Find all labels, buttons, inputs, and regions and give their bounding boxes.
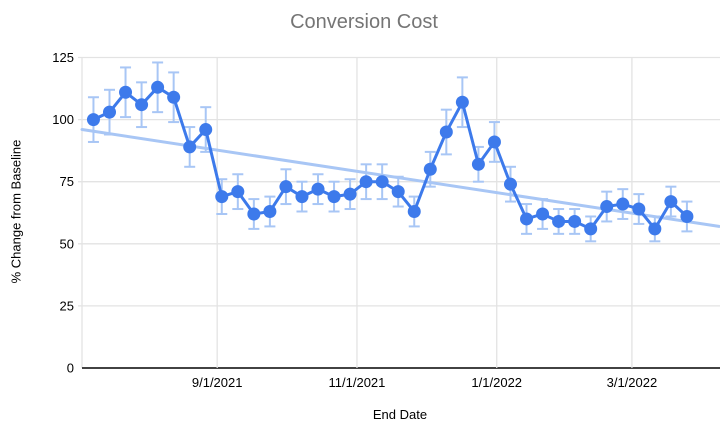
data-point[interactable] xyxy=(311,182,325,196)
data-point[interactable] xyxy=(183,140,197,154)
data-point[interactable] xyxy=(648,222,662,236)
data-point[interactable] xyxy=(167,90,181,104)
data-point[interactable] xyxy=(632,202,646,216)
data-point[interactable] xyxy=(455,95,469,109)
data-point[interactable] xyxy=(295,190,309,204)
data-point[interactable] xyxy=(552,214,566,228)
data-point[interactable] xyxy=(616,197,630,211)
data-point[interactable] xyxy=(279,180,293,194)
data-point[interactable] xyxy=(471,157,485,171)
data-point[interactable] xyxy=(343,187,357,201)
data-point[interactable] xyxy=(503,177,517,191)
data-point[interactable] xyxy=(680,209,694,223)
data-point[interactable] xyxy=(407,205,421,219)
x-axis-title: End Date xyxy=(372,407,428,422)
data-point[interactable] xyxy=(327,190,341,204)
data-point[interactable] xyxy=(664,195,678,209)
x-tick-label: 9/1/2021 xyxy=(192,375,243,390)
data-point[interactable] xyxy=(600,200,614,214)
data-point[interactable] xyxy=(536,207,550,221)
data-point[interactable] xyxy=(520,212,534,226)
x-tick-label: 11/1/2021 xyxy=(329,375,386,390)
trendline xyxy=(80,128,720,228)
chart-title: Conversion Cost xyxy=(290,11,438,33)
data-point[interactable] xyxy=(151,80,165,94)
data-point[interactable] xyxy=(423,162,437,176)
data-point[interactable] xyxy=(439,125,453,139)
data-point[interactable] xyxy=(199,123,213,137)
y-tick-label: 50 xyxy=(60,236,74,251)
y-tick-label: 25 xyxy=(60,298,74,313)
data-point[interactable] xyxy=(584,222,598,236)
data-point[interactable] xyxy=(487,135,501,149)
y-tick-label: 100 xyxy=(52,112,74,127)
y-tick-label: 75 xyxy=(60,174,74,189)
data-point[interactable] xyxy=(102,105,116,119)
y-tick-label: 125 xyxy=(52,50,74,65)
data-point[interactable] xyxy=(359,175,373,189)
data-point[interactable] xyxy=(135,98,149,112)
data-point[interactable] xyxy=(568,214,582,228)
data-point[interactable] xyxy=(86,113,100,127)
data-point[interactable] xyxy=(391,185,405,199)
x-tick-label: 3/1/2022 xyxy=(607,375,658,390)
x-tick-label: 1/1/2022 xyxy=(471,375,522,390)
y-tick-label: 0 xyxy=(67,361,74,376)
data-point[interactable] xyxy=(119,85,133,99)
data-point[interactable] xyxy=(215,190,229,204)
data-point[interactable] xyxy=(247,207,261,221)
data-point[interactable] xyxy=(263,205,277,219)
data-point[interactable] xyxy=(375,175,389,189)
data-point[interactable] xyxy=(231,185,245,199)
